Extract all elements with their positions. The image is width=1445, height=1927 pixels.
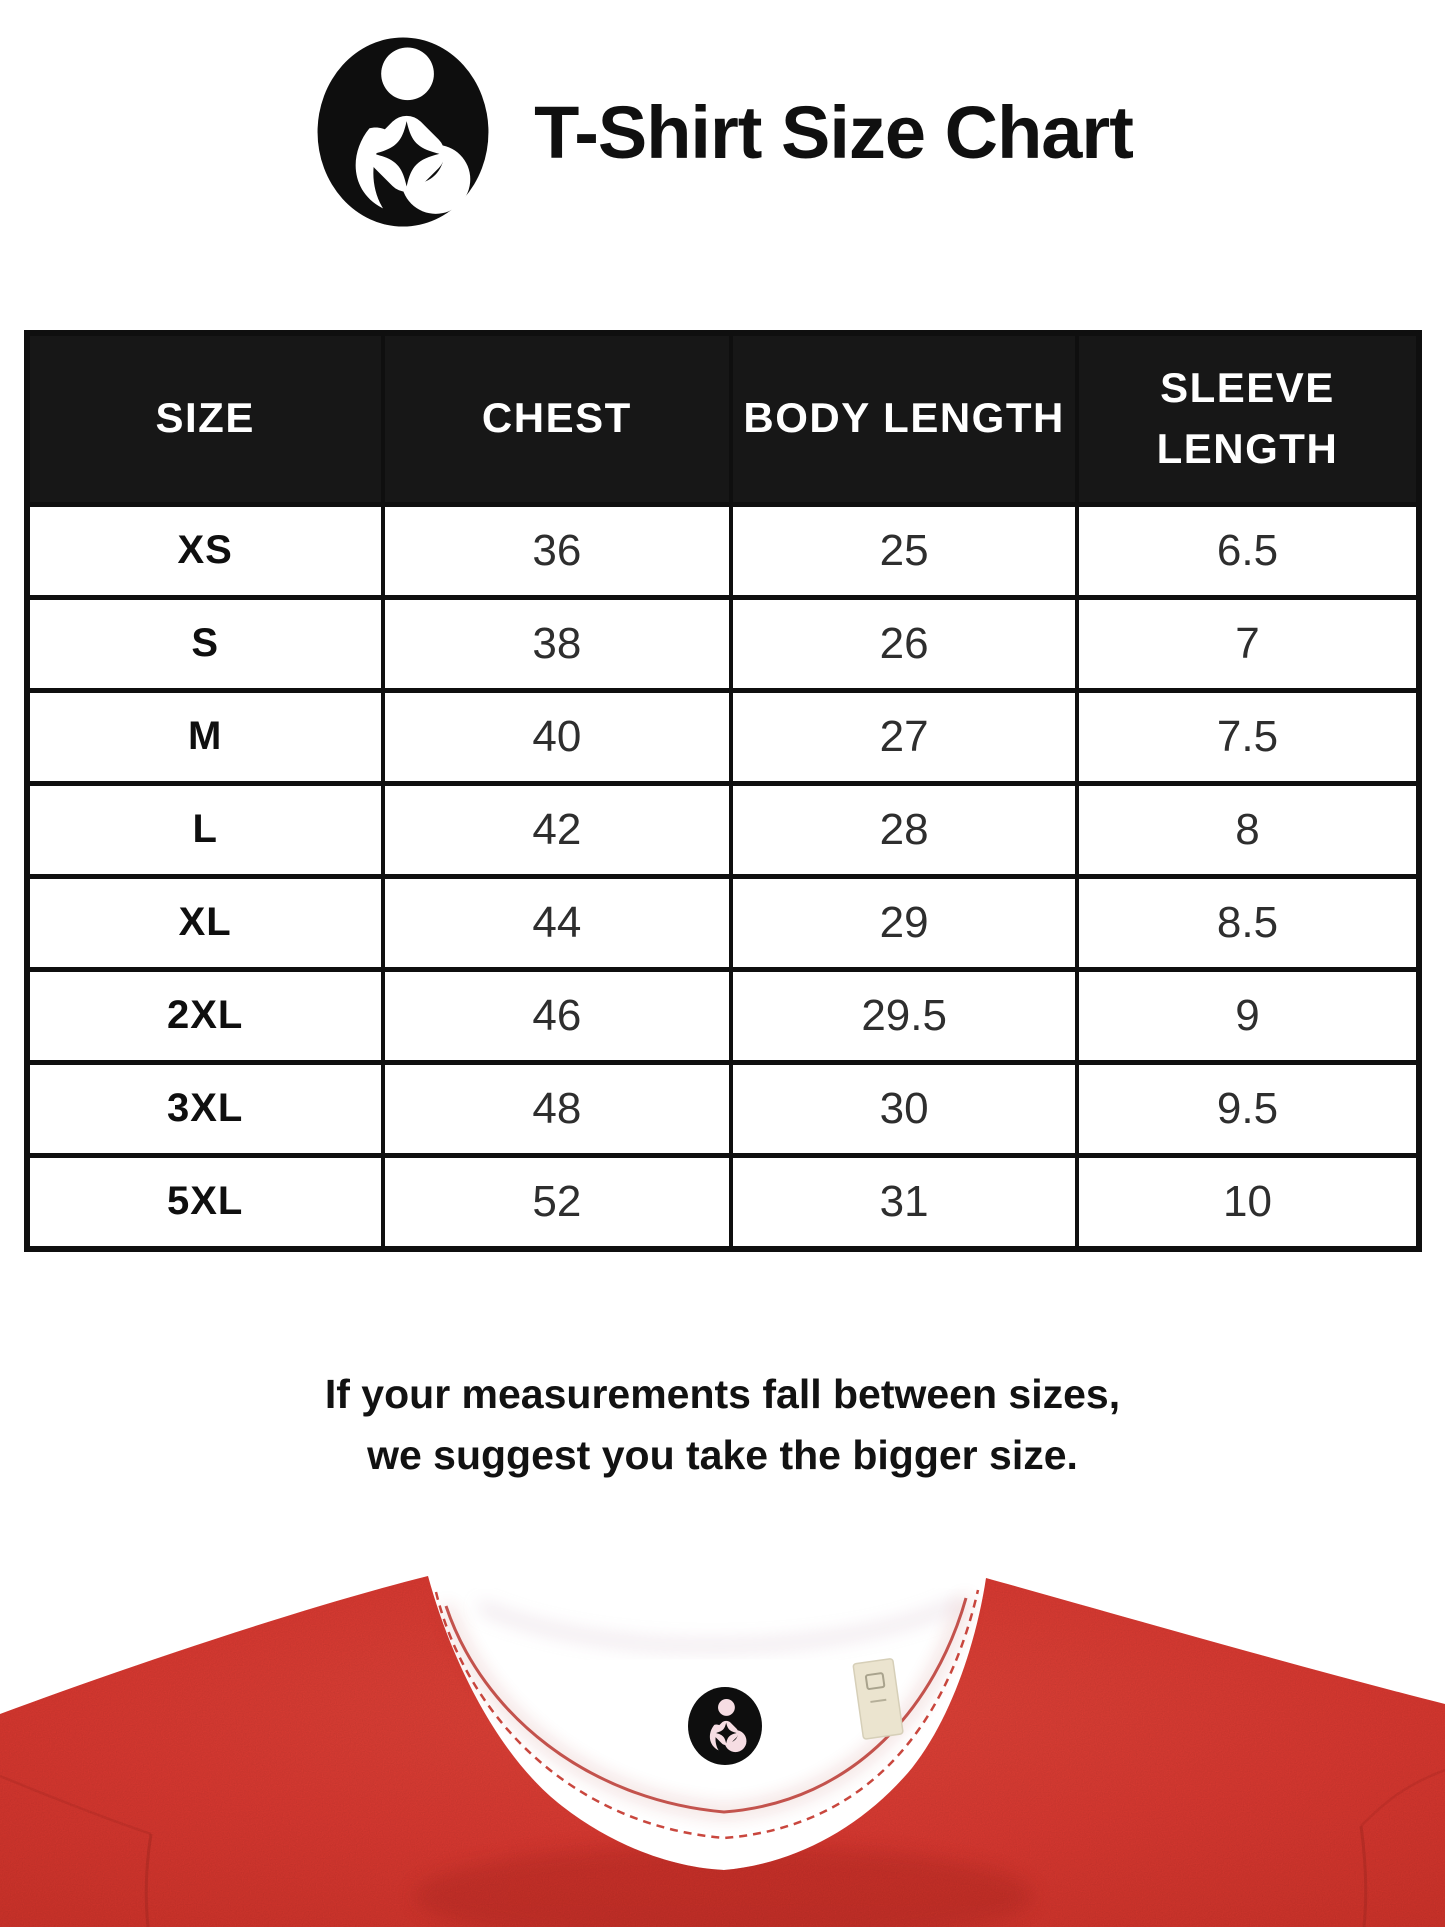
table-row: S 38 26 7 bbox=[24, 594, 1421, 693]
cell-sleeve-length: 7.5 bbox=[1075, 687, 1421, 786]
cell-size: L bbox=[24, 780, 385, 879]
cell-size: XS bbox=[24, 501, 385, 600]
collar-stitch-line bbox=[434, 1589, 980, 1840]
cell-chest: 42 bbox=[380, 780, 733, 879]
sizing-note: If your measurements fall between sizes,… bbox=[0, 1364, 1445, 1487]
page-title: T-Shirt Size Chart bbox=[534, 90, 1134, 174]
brand-logo-icon bbox=[317, 37, 489, 227]
cell-body-length: 30 bbox=[728, 1059, 1080, 1158]
cell-size: M bbox=[24, 687, 385, 786]
column-header-sleeve-length: SLEEVE LENGTH bbox=[1075, 330, 1421, 507]
sizing-note-line-1: If your measurements fall between sizes, bbox=[324, 1370, 1121, 1417]
cell-chest: 44 bbox=[380, 873, 733, 972]
table-row: 2XL 46 29.5 9 bbox=[24, 966, 1421, 1065]
cell-sleeve-length: 10 bbox=[1075, 1152, 1421, 1251]
cell-body-length: 26 bbox=[728, 594, 1080, 693]
cell-chest: 38 bbox=[380, 594, 733, 693]
collar-inner-edge bbox=[444, 1597, 968, 1814]
cell-body-length: 25 bbox=[728, 501, 1080, 600]
tshirt-collar-photo bbox=[0, 1576, 1445, 1927]
cell-body-length: 27 bbox=[728, 687, 1080, 786]
cell-body-length: 28 bbox=[728, 780, 1080, 879]
cell-chest: 48 bbox=[380, 1059, 733, 1158]
table-row: XS 36 25 6.5 bbox=[24, 501, 1421, 600]
cell-sleeve-length: 8 bbox=[1075, 780, 1421, 879]
back-collar-shadow bbox=[478, 1599, 962, 1650]
cell-body-length: 31 bbox=[728, 1152, 1080, 1251]
cell-size: 5XL bbox=[24, 1152, 385, 1251]
size-chart-table: SIZE CHEST BODY LENGTH SLEEVE LENGTH XS … bbox=[23, 330, 1422, 1252]
table-row: 3XL 48 30 9.5 bbox=[24, 1059, 1421, 1158]
cell-body-length: 29.5 bbox=[728, 966, 1080, 1065]
cell-body-length: 29 bbox=[728, 873, 1080, 972]
table-row: 5XL 52 31 10 bbox=[24, 1152, 1421, 1251]
sizing-note-line-2: we suggest you take the bigger size. bbox=[367, 1432, 1078, 1479]
cell-size: 2XL bbox=[24, 966, 385, 1065]
cell-chest: 46 bbox=[380, 966, 733, 1065]
column-header-chest: CHEST bbox=[380, 330, 733, 507]
cell-chest: 40 bbox=[380, 687, 733, 786]
table-body: XS 36 25 6.5 S 38 26 7 M 40 27 7.5 L 42 … bbox=[24, 501, 1421, 1251]
cell-sleeve-length: 8.5 bbox=[1075, 873, 1421, 972]
cell-sleeve-length: 7 bbox=[1075, 594, 1421, 693]
table-row: XL 44 29 8.5 bbox=[24, 873, 1421, 972]
cell-size: 3XL bbox=[24, 1059, 385, 1158]
table-row: L 42 28 8 bbox=[24, 780, 1421, 879]
page-header: T-Shirt Size Chart bbox=[0, 0, 1445, 232]
header-row: SIZE CHEST BODY LENGTH SLEEVE LENGTH bbox=[24, 330, 1421, 507]
neck-label bbox=[688, 1687, 762, 1765]
cell-chest: 36 bbox=[380, 501, 733, 600]
cell-sleeve-length: 9 bbox=[1075, 966, 1421, 1065]
cell-chest: 52 bbox=[380, 1152, 733, 1251]
cell-size: S bbox=[24, 594, 385, 693]
column-header-size: SIZE bbox=[24, 330, 385, 507]
table-header: SIZE CHEST BODY LENGTH SLEEVE LENGTH bbox=[24, 330, 1421, 507]
table-row: M 40 27 7.5 bbox=[24, 687, 1421, 786]
cell-size: XL bbox=[24, 873, 385, 972]
column-header-body-length: BODY LENGTH bbox=[728, 330, 1080, 507]
cell-sleeve-length: 6.5 bbox=[1075, 501, 1421, 600]
size-tag bbox=[852, 1658, 904, 1740]
cell-sleeve-length: 9.5 bbox=[1075, 1059, 1421, 1158]
